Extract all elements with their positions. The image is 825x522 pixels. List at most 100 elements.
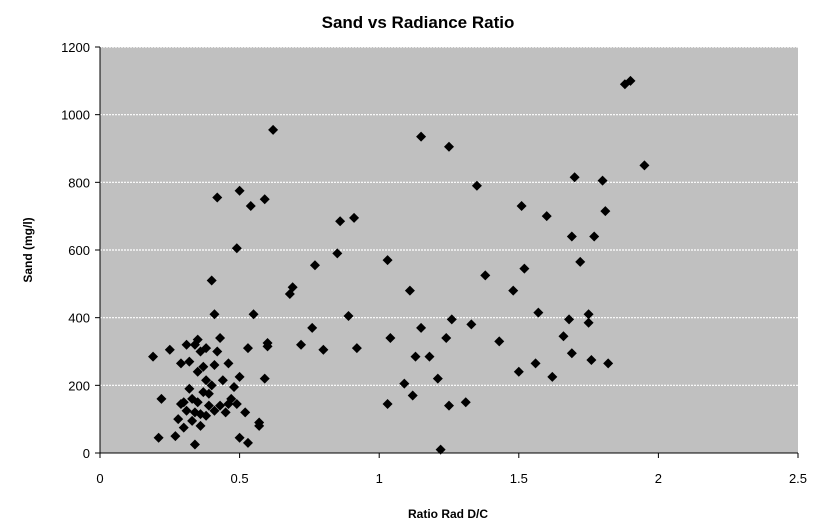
data-point-50: [234, 371, 245, 382]
y-tick-label-3: 600: [68, 243, 90, 258]
data-point-31: [203, 388, 214, 399]
data-point-85: [432, 373, 443, 384]
data-point-83: [416, 322, 427, 333]
data-point-70: [332, 248, 343, 259]
data-point-60: [259, 373, 270, 384]
data-point-10: [181, 339, 192, 350]
data-point-74: [351, 343, 362, 354]
data-point-75: [382, 255, 393, 266]
data-point-47: [231, 398, 242, 409]
data-point-33: [206, 275, 217, 286]
data-point-87: [441, 332, 452, 343]
data-point-108: [569, 172, 580, 183]
data-points: [148, 75, 650, 455]
data-point-15: [187, 415, 198, 426]
y-tick-label-2: 400: [68, 311, 90, 326]
data-point-51: [234, 432, 245, 443]
data-point-40: [215, 400, 226, 411]
data-point-111: [583, 317, 594, 328]
data-point-45: [226, 393, 237, 404]
y-axis-label: Sand (mg/l): [21, 217, 35, 282]
data-point-38: [212, 346, 223, 357]
data-point-92: [466, 319, 477, 330]
data-point-62: [262, 338, 273, 349]
x-tick-label-2: 1: [376, 471, 383, 486]
data-point-32: [206, 380, 217, 391]
x-tick-label-3: 1.5: [510, 471, 528, 486]
data-point-114: [597, 175, 608, 186]
data-point-73: [349, 212, 360, 223]
data-point-99: [519, 263, 530, 274]
data-point-27: [201, 343, 212, 354]
data-point-106: [566, 231, 577, 242]
data-point-36: [209, 360, 220, 371]
data-point-71: [335, 216, 346, 227]
x-tick-label-4: 2: [655, 471, 662, 486]
data-point-79: [404, 285, 415, 296]
data-point-28: [201, 410, 212, 421]
data-point-34: [209, 309, 220, 320]
data-point-91: [460, 397, 471, 408]
data-point-21: [192, 397, 203, 408]
data-point-110: [583, 309, 594, 320]
data-point-29: [201, 375, 212, 386]
data-point-82: [416, 131, 427, 142]
data-point-105: [564, 314, 575, 325]
data-point-69: [318, 344, 329, 355]
tick-labels: 0 200 400 600 800 1000 1200 0 0.5 1 1.5 2 2.5: [61, 40, 807, 486]
data-point-63: [268, 124, 279, 135]
data-point-118: [625, 75, 636, 86]
data-point-30: [203, 400, 214, 411]
chart-title: Sand vs Radiance Ratio: [322, 13, 515, 32]
data-point-59: [259, 194, 270, 205]
y-tick-label-1: 200: [68, 378, 90, 393]
data-point-72: [343, 310, 354, 321]
data-point-102: [541, 211, 552, 222]
data-point-11: [181, 405, 192, 416]
data-point-104: [558, 331, 569, 342]
data-point-84: [424, 351, 435, 362]
data-point-65: [287, 282, 298, 293]
data-point-95: [494, 336, 505, 347]
data-point-78: [399, 378, 410, 389]
data-point-119: [639, 160, 650, 171]
y-tick-label-4: 800: [68, 175, 90, 190]
data-point-93: [471, 180, 482, 191]
data-point-42: [220, 407, 231, 418]
data-point-76: [382, 398, 393, 409]
data-point-107: [566, 348, 577, 359]
data-point-25: [198, 361, 209, 372]
data-point-80: [407, 390, 418, 401]
data-point-48: [231, 243, 242, 254]
data-point-109: [575, 256, 586, 267]
y-tick-label-0: 0: [83, 446, 90, 461]
data-point-0: [148, 351, 159, 362]
data-point-18: [189, 439, 200, 450]
data-point-97: [513, 366, 524, 377]
data-point-55: [245, 201, 256, 212]
data-point-77: [385, 332, 396, 343]
data-point-20: [192, 366, 203, 377]
y-tick-label-6: 1200: [61, 40, 90, 55]
data-point-9: [178, 422, 189, 433]
data-point-115: [600, 206, 611, 217]
data-point-2: [156, 393, 167, 404]
data-point-89: [444, 141, 454, 152]
data-point-66: [296, 339, 307, 350]
data-point-1: [153, 432, 164, 443]
data-point-37: [212, 192, 223, 203]
data-point-35: [209, 405, 220, 416]
data-point-116: [603, 358, 614, 369]
data-point-41: [217, 375, 228, 386]
data-point-100: [530, 358, 541, 369]
data-point-67: [307, 322, 318, 333]
data-point-98: [516, 201, 527, 212]
data-point-5: [173, 414, 184, 425]
data-point-7: [175, 358, 186, 369]
x-tick-label-1: 0.5: [231, 471, 249, 486]
data-point-43: [223, 358, 234, 369]
data-point-58: [254, 420, 265, 431]
y-tick-label-5: 1000: [61, 108, 90, 123]
data-point-103: [547, 371, 558, 382]
